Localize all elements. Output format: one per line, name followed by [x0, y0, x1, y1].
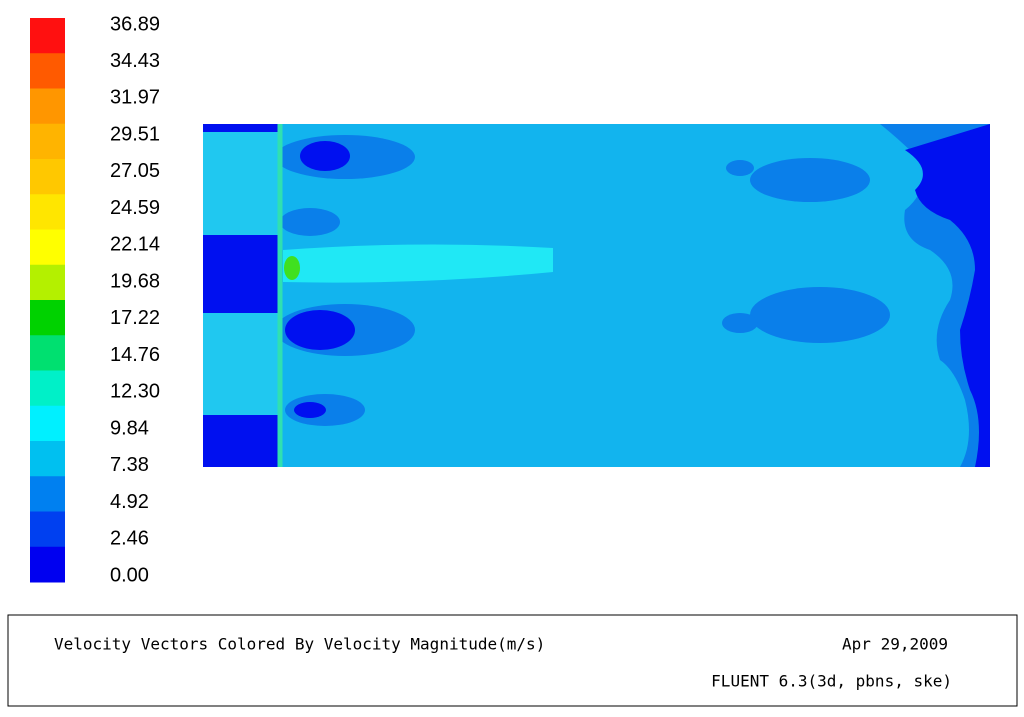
blob [750, 158, 870, 202]
colorbar-label: 27.05 [110, 160, 160, 182]
colorbar-segment [30, 53, 65, 89]
colorbar-label: 29.51 [110, 123, 160, 145]
colorbar-segment [30, 335, 65, 371]
colorbar-label: 19.68 [110, 270, 160, 292]
footer-title: Velocity Vectors Colored By Velocity Mag… [54, 635, 545, 654]
colorbar-label: 17.22 [110, 307, 160, 329]
inlet-block [203, 124, 280, 235]
colorbar-segment [30, 370, 65, 407]
blob [750, 287, 890, 343]
blob [294, 402, 326, 418]
colorbar-segment [30, 405, 65, 442]
colorbar-label: 9.84 [110, 417, 149, 439]
colorbar-label: 14.76 [110, 344, 160, 366]
blob [285, 310, 355, 350]
colorbar-segment [30, 264, 65, 301]
footer-date: Apr 29,2009 [842, 635, 948, 654]
blob [722, 313, 758, 333]
footer-box [7, 614, 1018, 707]
inlet-block [203, 313, 280, 415]
inlet-block [203, 124, 280, 132]
colorbar-segment [30, 441, 65, 477]
colorbar-segment [30, 476, 65, 512]
colorbar-label: 24.59 [110, 197, 160, 219]
blob [280, 208, 340, 236]
colorbar-label: 7.38 [110, 454, 149, 476]
contour-field [203, 124, 990, 467]
outlet-low [905, 124, 990, 467]
footer-version: FLUENT 6.3(3d, pbns, ske) [711, 672, 952, 691]
colorbar-segment [30, 88, 65, 125]
colorbar-label: 34.43 [110, 50, 160, 72]
jet [283, 244, 553, 283]
colorbar-label: 31.97 [110, 87, 160, 109]
colorbar-segment [30, 194, 65, 230]
blob [300, 141, 350, 171]
colorbar-label: 4.92 [110, 491, 149, 513]
colorbar-label: 36.89 [110, 13, 160, 35]
inlet-block [203, 415, 280, 467]
colorbar-segment [30, 159, 65, 195]
colorbar-segment [30, 546, 65, 583]
inlet-block [203, 235, 280, 313]
jet-core [284, 256, 300, 280]
colorbar-segment [30, 18, 65, 54]
colorbar-label: 22.14 [110, 234, 160, 256]
colorbar-label: 12.30 [110, 381, 160, 403]
colorbar-segment [30, 300, 65, 336]
colorbar-label: 0.00 [110, 564, 149, 586]
colorbar: 36.89 34.43 31.97 29.51 27.05 24.59 22.14 19.68… [30, 13, 160, 586]
colorbar-segment [30, 229, 65, 266]
colorbar-label: 2.46 [110, 528, 149, 550]
blob [726, 160, 754, 176]
colorbar-segment [30, 123, 65, 160]
colorbar-segment [30, 511, 65, 548]
